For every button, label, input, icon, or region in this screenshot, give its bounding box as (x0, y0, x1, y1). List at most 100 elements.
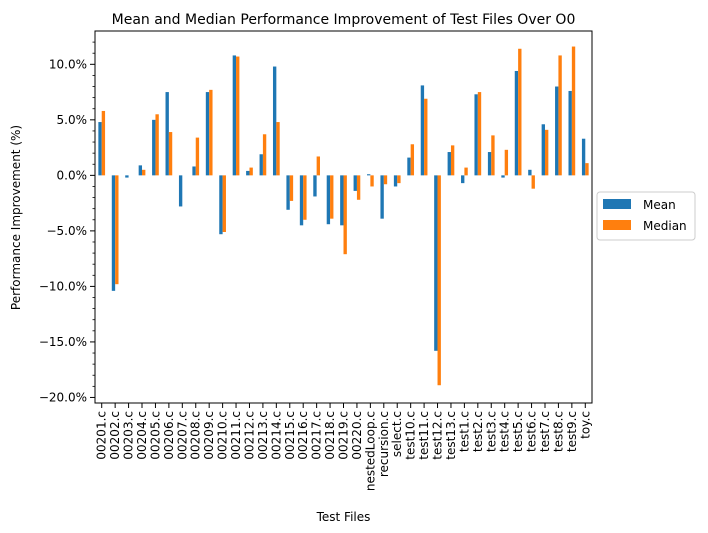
x-tick-label: 00210.c (216, 411, 230, 460)
bar-mean-00201-c (98, 122, 102, 176)
x-tick-label: 00207.c (175, 411, 189, 460)
x-tick-label: 00206.c (162, 411, 176, 460)
bar-mean-00204-c (138, 165, 143, 176)
bar-mean-00217-c (313, 175, 317, 197)
x-tick-label: test11.c (417, 411, 431, 460)
bar-mean-00212-c (246, 170, 250, 176)
x-tick-label: test10.c (404, 411, 418, 460)
legend-label-mean: Mean (643, 198, 676, 212)
bar-median-00219-c (343, 175, 347, 255)
bar-median-test11-c (424, 98, 428, 176)
bar-mean-00205-c (152, 119, 156, 176)
x-tick-label: recursion.c (377, 411, 391, 477)
y-tick-label: 0.0% (57, 168, 88, 182)
bar-median-test9-c (571, 46, 576, 176)
bar-mean-test6-c (528, 169, 532, 176)
x-tick-label: 00203.c (122, 411, 136, 460)
bar-median-nestedLoop-c (370, 175, 374, 187)
bar-mean-test4-c (501, 175, 505, 178)
legend-swatch-mean (603, 199, 631, 209)
y-tick-label: −5.0% (46, 224, 87, 238)
x-tick-label: 00202.c (108, 411, 122, 460)
bar-median-00202-c (115, 175, 119, 285)
y-tick-label: −15.0% (39, 335, 87, 349)
bar-median-test3-c (491, 135, 495, 176)
x-tick-label: 00208.c (189, 411, 203, 460)
x-tick-label: nestedLoop.c (363, 411, 377, 491)
bar-median-00205-c (155, 114, 159, 176)
chart-title: Mean and Median Performance Improvement … (112, 12, 576, 28)
x-axis-label: Test Files (316, 510, 371, 524)
bars-group (98, 46, 589, 386)
bar-median-test2-c (477, 92, 482, 176)
bar-median-test6-c (531, 175, 535, 189)
bar-median-test4-c (504, 149, 509, 176)
x-tick-label: 00212.c (242, 411, 256, 460)
bar-mean-00215-c (286, 175, 290, 210)
bar-mean-00219-c (340, 175, 344, 226)
bar-mean-test3-c (487, 152, 492, 176)
bar-mean-toy-c (581, 138, 586, 176)
bar-mean-select-c (393, 175, 398, 187)
bar-median-00204-c (142, 169, 146, 176)
bar-median-00216-c (303, 175, 307, 220)
legend: Mean Median (596, 191, 696, 241)
bar-mean-00220-c (353, 175, 357, 191)
x-tick-label: test9.c (565, 411, 579, 452)
bar-mean-test8-c (555, 86, 559, 176)
plot-frame (94, 30, 593, 404)
bar-median-00206-c (168, 132, 173, 176)
bar-median-test1-c (464, 167, 468, 176)
y-axis-label: Performance Improvement (%) (9, 125, 23, 310)
x-tick-label: 00219.c (337, 411, 351, 460)
x-tick-label: test6.c (525, 411, 539, 452)
bar-median-test7-c (544, 129, 549, 176)
x-tick-label: test12.c (431, 411, 445, 460)
bar-mean-00210-c (219, 175, 223, 235)
bar-mean-00207-c (178, 175, 183, 207)
x-axis: 00201.c 00202.c 00203.c 00204.c 00205.c 00206… (95, 403, 592, 491)
x-tick-label: test4.c (498, 411, 512, 452)
bar-median-select-c (397, 175, 401, 184)
bar-mean-00203-c (125, 175, 129, 178)
x-tick-label: test1.c (457, 411, 471, 452)
bar-mean-test1-c (461, 175, 465, 184)
bar-median-00211-c (236, 56, 240, 176)
x-tick-label: test2.c (471, 411, 485, 452)
bar-median-00220-c (356, 175, 361, 200)
bar-median-recursion-c (383, 175, 388, 185)
y-tick-label: −20.0% (39, 390, 87, 404)
x-tick-label: test7.c (538, 411, 552, 452)
bar-median-test10-c (410, 144, 415, 176)
y-tick-label: −10.0% (39, 279, 87, 293)
bar-mean-test13-c (447, 152, 451, 176)
bar-mean-00209-c (205, 92, 210, 176)
x-tick-label: 00218.c (323, 411, 337, 460)
bar-median-00217-c (316, 156, 320, 176)
x-tick-label: test5.c (511, 411, 525, 452)
bar-mean-00206-c (165, 92, 169, 176)
x-tick-label: 00220.c (350, 411, 364, 460)
bar-median-test8-c (558, 55, 562, 176)
bar-mean-test12-c (434, 175, 438, 351)
bar-median-00214-c (276, 122, 280, 176)
bar-mean-test9-c (568, 90, 572, 176)
bar-median-test12-c (437, 175, 441, 386)
bar-mean-00218-c (326, 175, 331, 225)
bar-mean-test7-c (541, 124, 545, 176)
bar-median-test5-c (518, 48, 522, 176)
bar-median-00201-c (101, 110, 106, 176)
bar-median-test13-c (450, 145, 455, 176)
x-tick-label: 00214.c (269, 411, 283, 460)
x-tick-label: 00217.c (310, 411, 324, 460)
legend-label-median: Median (643, 219, 687, 233)
x-tick-label: test3.c (484, 411, 498, 452)
x-tick-label: select.c (390, 411, 404, 457)
bar-mean-00208-c (192, 166, 196, 176)
bar-median-00209-c (209, 89, 213, 176)
x-tick-label: test13.c (444, 411, 458, 460)
bar-median-00218-c (330, 175, 334, 219)
bar-median-00210-c (222, 175, 226, 232)
x-tick-label: 00205.c (148, 411, 162, 460)
